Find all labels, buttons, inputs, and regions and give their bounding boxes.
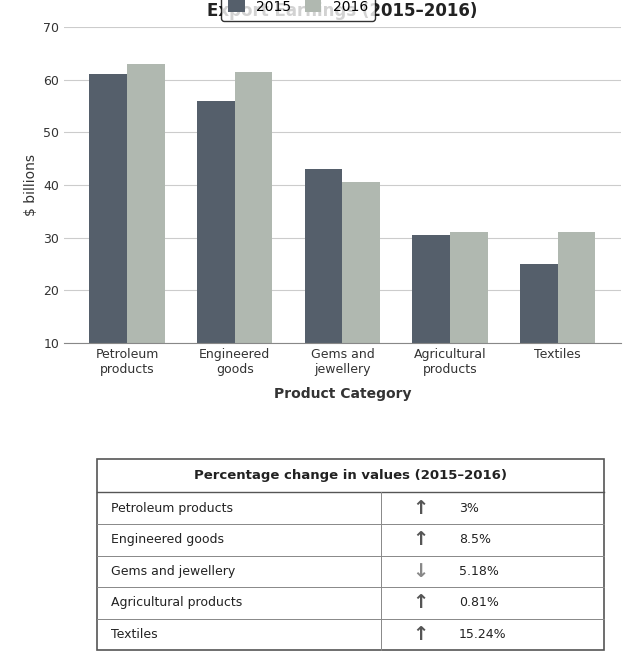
Text: 5.18%: 5.18%: [459, 565, 499, 578]
Text: 3%: 3%: [459, 502, 479, 515]
Text: Gems and jewellery: Gems and jewellery: [111, 565, 236, 578]
Text: Agricultural products: Agricultural products: [111, 596, 243, 610]
Bar: [412, 235, 450, 343]
Text: Petroleum products: Petroleum products: [111, 502, 234, 515]
Legend: 2015, 2016: 2015, 2016: [221, 0, 374, 21]
Title: Export Earnings (2015–2016): Export Earnings (2015–2016): [207, 2, 477, 19]
Text: 15.24%: 15.24%: [459, 628, 507, 641]
Bar: [127, 64, 164, 343]
Bar: [342, 182, 380, 343]
X-axis label: Product Category: Product Category: [274, 387, 411, 401]
Text: Engineered goods: Engineered goods: [111, 533, 225, 546]
Text: 0.81%: 0.81%: [459, 596, 499, 610]
Text: Percentage change in values (2015–2016): Percentage change in values (2015–2016): [195, 469, 508, 482]
Y-axis label: $ billions: $ billions: [24, 154, 38, 216]
Text: ↓: ↓: [412, 562, 428, 581]
Text: ↑: ↑: [412, 594, 428, 612]
Text: Textiles: Textiles: [111, 628, 158, 641]
Text: ↑: ↑: [412, 530, 428, 549]
Bar: [197, 100, 235, 343]
Bar: [450, 232, 488, 343]
Bar: [90, 74, 127, 343]
Bar: [305, 169, 342, 343]
Bar: [235, 72, 273, 343]
Bar: [558, 232, 595, 343]
Text: 8.5%: 8.5%: [459, 533, 491, 546]
Text: ↑: ↑: [412, 498, 428, 517]
Text: ↑: ↑: [412, 625, 428, 644]
Bar: [520, 264, 558, 343]
